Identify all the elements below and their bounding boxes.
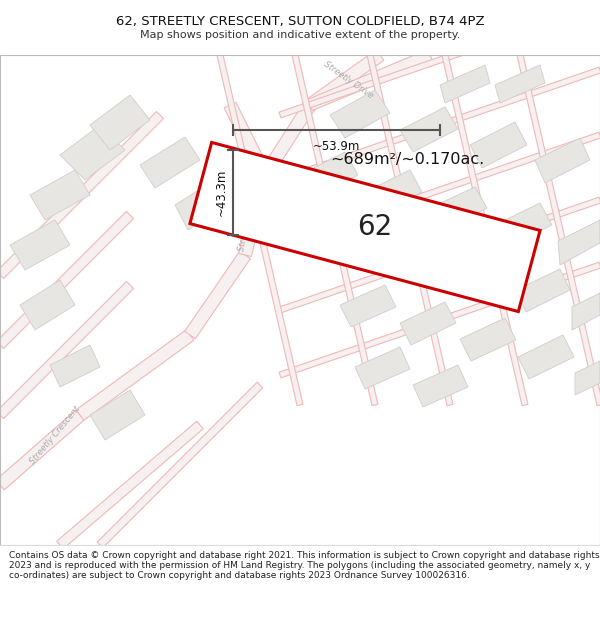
Polygon shape (0, 410, 84, 490)
Polygon shape (430, 187, 487, 230)
Polygon shape (239, 173, 271, 257)
Text: Map shows position and indicative extent of the property.: Map shows position and indicative extent… (140, 29, 460, 39)
Polygon shape (470, 122, 527, 168)
Polygon shape (367, 54, 453, 406)
Polygon shape (279, 0, 600, 53)
Text: ~53.9m: ~53.9m (313, 140, 360, 153)
Polygon shape (97, 382, 263, 548)
Polygon shape (90, 95, 150, 150)
Polygon shape (440, 65, 490, 103)
Polygon shape (0, 281, 134, 419)
Polygon shape (516, 269, 570, 312)
Polygon shape (279, 2, 600, 118)
Polygon shape (413, 365, 468, 407)
Polygon shape (50, 345, 100, 387)
Polygon shape (175, 178, 232, 230)
Polygon shape (76, 330, 194, 420)
Polygon shape (30, 170, 90, 220)
Polygon shape (306, 50, 384, 110)
Polygon shape (57, 421, 203, 549)
Polygon shape (217, 54, 303, 406)
Polygon shape (0, 211, 134, 349)
Text: 62: 62 (358, 213, 392, 241)
Polygon shape (190, 142, 540, 312)
Polygon shape (320, 218, 377, 263)
Polygon shape (442, 54, 528, 406)
Polygon shape (495, 203, 552, 247)
Polygon shape (575, 361, 600, 395)
Polygon shape (279, 132, 600, 248)
Polygon shape (450, 252, 506, 295)
Polygon shape (330, 90, 390, 138)
Polygon shape (400, 302, 456, 345)
Polygon shape (292, 54, 378, 406)
Polygon shape (385, 235, 442, 280)
Polygon shape (535, 138, 590, 183)
Text: Streetly Drive: Streetly Drive (322, 59, 374, 101)
Polygon shape (355, 347, 410, 389)
Polygon shape (518, 335, 574, 379)
Polygon shape (308, 49, 433, 111)
Polygon shape (300, 152, 358, 198)
Text: ~43.3m: ~43.3m (215, 169, 228, 216)
Text: Contains OS data © Crown copyright and database right 2021. This information is : Contains OS data © Crown copyright and d… (9, 551, 599, 581)
Polygon shape (260, 101, 316, 179)
Polygon shape (185, 251, 250, 339)
Polygon shape (140, 137, 200, 188)
Polygon shape (340, 285, 396, 327)
Polygon shape (10, 220, 70, 270)
Polygon shape (558, 220, 600, 265)
Polygon shape (460, 318, 516, 361)
Polygon shape (279, 197, 600, 313)
Text: 62, STREETLY CRESCENT, SUTTON COLDFIELD, B74 4PZ: 62, STREETLY CRESCENT, SUTTON COLDFIELD,… (116, 16, 484, 28)
Polygon shape (400, 107, 458, 152)
Polygon shape (224, 102, 271, 178)
Polygon shape (90, 390, 145, 440)
Polygon shape (60, 125, 125, 180)
Polygon shape (20, 280, 75, 330)
Polygon shape (279, 262, 600, 378)
Text: Streetly Crescent: Streetly Crescent (237, 178, 259, 252)
Polygon shape (517, 54, 600, 406)
Text: Streetly Crescent: Streetly Crescent (28, 404, 82, 466)
Polygon shape (572, 293, 600, 330)
Polygon shape (495, 65, 545, 103)
Polygon shape (365, 170, 422, 215)
Polygon shape (0, 111, 164, 279)
Polygon shape (279, 67, 600, 183)
Text: ~689m²/~0.170ac.: ~689m²/~0.170ac. (330, 152, 484, 168)
